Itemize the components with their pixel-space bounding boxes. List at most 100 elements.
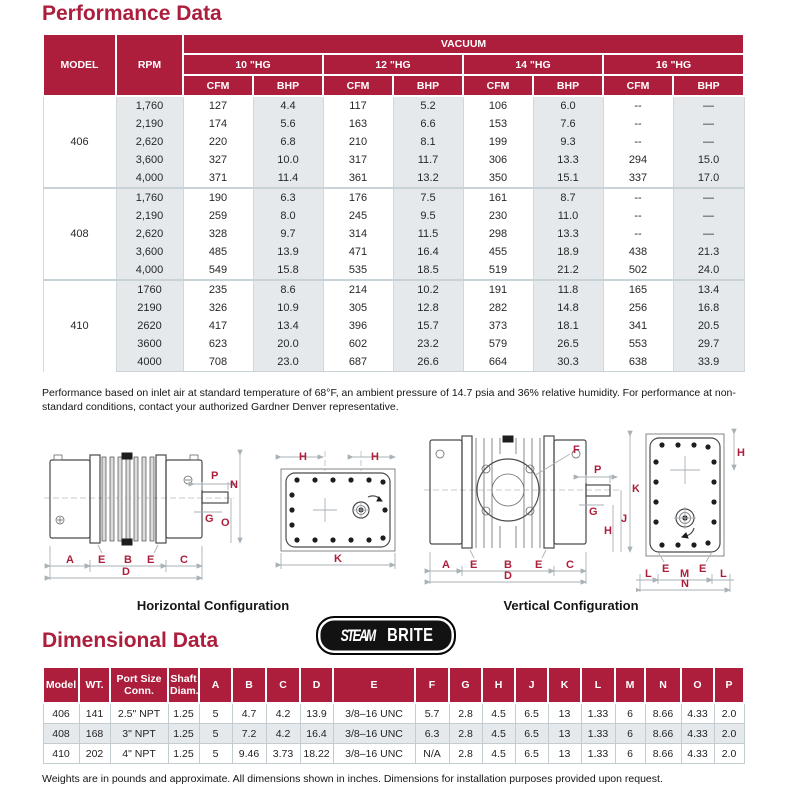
cfm-cell: 235 [182,280,254,299]
dim-value-cell: 141 [78,702,111,724]
cfm-cell: 106 [462,96,534,115]
dimensional-table-body: 406 141 2.5" NPT 1.25 5 4.7 4.2 13.9 3/8–16 UNC 5… [42,702,745,764]
performance-row: 2620 417 13.4 396 15.7 373 18.1 341 20.5 [43,317,745,335]
dim-value-cell: 3/8–16 UNC [332,743,416,764]
bhp-cell: 13.4 [672,280,745,299]
dim-header: K [547,666,582,704]
dimensional-header-row: Model WT. Port Size Conn. Shaft Diam. A B C D E F… [42,666,745,704]
dim-value-cell: 5 [198,702,233,724]
dim-value-cell: 2.0 [713,723,745,744]
bhp-cell: 11.7 [392,151,464,169]
dim-header: H [481,666,516,704]
cfm-cell: 553 [602,335,674,353]
rpm-cell: 2,190 [115,207,184,225]
performance-row: 2,620 220 6.8 210 8.1 199 9.3 -- — [43,133,745,151]
rpm-cell: 3,600 [115,151,184,169]
cfm-cell: 471 [322,243,394,261]
dim-header: D [299,666,334,704]
dim-value-cell: 3/8–16 UNC [332,702,416,724]
cfm-cell: 298 [462,225,534,243]
dim-value-cell: N/A [414,743,450,764]
performance-table-header: MODEL RPM VACUUM 10 "HG 12 "HG 14 "HG 16… [42,33,746,97]
dim-value-cell: 13 [547,702,582,724]
model-cell: 410 [42,280,117,372]
rpm-cell: 2,620 [115,225,184,243]
cfm-cell: 535 [322,261,394,280]
bhp-cell: 11.0 [532,207,604,225]
cfm-cell: 230 [462,207,534,225]
cfm-cell: -- [602,115,674,133]
dim-value-cell: 4.2 [265,702,301,724]
cfm-cell: 127 [182,96,254,115]
dim-header: O [680,666,715,704]
dim-value-cell: 5.7 [414,702,450,724]
dim-label-e: E [147,554,154,566]
cfm-cell: 708 [182,353,254,372]
dim-value-cell: 4.5 [481,702,516,724]
dim-value-cell: 18.22 [299,743,334,764]
cfm-cell: 341 [602,317,674,335]
bhp-cell: 30.3 [532,353,604,372]
cfm-cell: 602 [322,335,394,353]
dim-header: Model [42,666,80,704]
dim-value-cell: 4.5 [481,743,516,764]
bhp-cell: 15.1 [532,169,604,188]
performance-row: 3,600 327 10.0 317 11.7 306 13.3 294 15.0 [43,151,745,169]
dim-value-cell: 3" NPT [109,723,169,744]
dim-value-cell: 6 [614,702,646,724]
bhp-cell: 11.4 [252,169,324,188]
cfm-cell: -- [602,133,674,151]
dim-label-l: L [720,568,727,580]
cfm-cell: 214 [322,280,394,299]
dim-label-a: A [66,554,74,566]
cfm-cell: 317 [322,151,394,169]
header-bhp: BHP [532,74,604,97]
dim-value-cell: 9.46 [231,743,267,764]
dimensional-row: 410 202 4" NPT 1.25 5 9.46 3.73 18.22 3/8–16 UNC… [42,743,745,764]
dim-value-cell: 168 [78,723,111,744]
header-cfm: CFM [182,74,254,97]
bhp-cell: 9.5 [392,207,464,225]
cfm-cell: 687 [322,353,394,372]
dim-header: C [265,666,301,704]
performance-row: 406 1,760 127 4.4 117 5.2 106 6.0 -- — [42,96,745,188]
dim-label-h: H [604,525,612,537]
bhp-cell: — [672,188,745,207]
performance-row: 2,190 174 5.6 163 6.6 153 7.6 -- — [43,115,745,133]
dim-label-p: P [211,470,218,482]
dim-label-b: B [124,554,132,566]
rpm-cell: 4000 [115,353,184,372]
dim-value-cell: 408 [42,723,80,744]
cfm-cell: 638 [602,353,674,372]
bhp-cell: 13.3 [532,225,604,243]
dim-header: N [644,666,682,704]
dim-label-c: C [566,559,574,571]
bhp-cell: 5.2 [392,96,464,115]
dim-value-cell: 2.5" NPT [109,702,169,724]
header-12hg: 12 "HG [322,53,464,76]
dim-value-cell: 16.4 [299,723,334,744]
rpm-cell: 2190 [115,299,184,317]
bhp-cell: 20.5 [672,317,745,335]
cfm-cell: 438 [602,243,674,261]
bhp-cell: 10.0 [252,151,324,169]
dim-value-cell: 6 [614,743,646,764]
dim-label-h: H [299,451,307,463]
rpm-cell: 2,620 [115,133,184,151]
header-bhp: BHP [252,74,324,97]
cfm-cell: 361 [322,169,394,188]
horizontal-configuration-caption: Horizontal Configuration [136,598,290,613]
dim-header: B [231,666,267,704]
dim-header: Port Size Conn. [109,666,169,704]
bhp-cell: 6.0 [532,96,604,115]
dim-label-n: N [230,479,238,491]
vertical-side-view-diagram: H E E L M L N [636,428,745,593]
cfm-cell: 174 [182,115,254,133]
header-cfm: CFM [462,74,534,97]
dim-value-cell: 2.0 [713,702,745,724]
dim-value-cell: 1.25 [167,723,200,744]
bhp-cell: 24.0 [672,261,745,280]
cfm-cell: 161 [462,188,534,207]
dim-value-cell: 13.9 [299,702,334,724]
dim-value-cell: 2.8 [448,702,483,724]
